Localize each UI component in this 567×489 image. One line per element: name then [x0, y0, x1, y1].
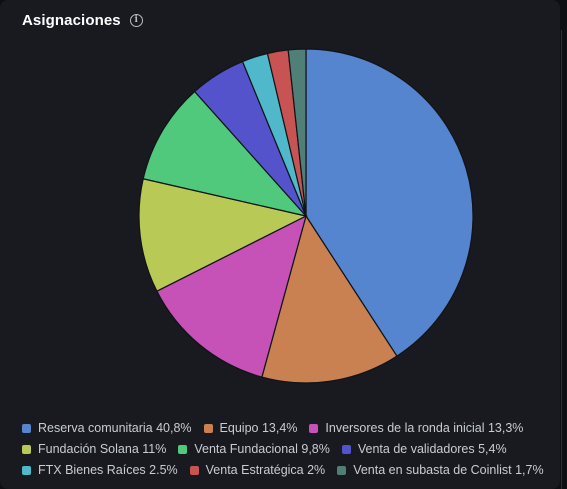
- legend-item-venta-fundacional[interactable]: Venta Fundacional 9,8%: [178, 442, 330, 456]
- pie-chart: [138, 48, 474, 384]
- legend-swatch: [203, 423, 213, 433]
- legend-swatch: [22, 423, 31, 433]
- legend-label: Venta Fundacional 9,8%: [194, 442, 330, 456]
- legend-item-inversores[interactable]: Inversores de la ronda inicial 13,3%: [309, 421, 523, 435]
- legend-label: Equipo 13,4%: [219, 421, 298, 435]
- legend-row: Reserva comunitaria 40,8% Equipo 13,4% I…: [22, 418, 562, 438]
- legend-label: Venta de validadores 5,4%: [357, 442, 507, 456]
- info-circle-icon[interactable]: i: [129, 14, 143, 27]
- legend-label: FTX Bienes Raíces 2.5%: [38, 463, 178, 477]
- legend-label: Inversores de la ronda inicial 13,3%: [325, 421, 524, 435]
- legend-swatch: [337, 465, 347, 475]
- pie-slice-4[interactable]: [142, 90, 308, 218]
- legend-row: FTX Bienes Raíces 2.5% Venta Estratégica…: [22, 460, 562, 480]
- legend-swatch: [309, 423, 319, 433]
- legend-swatch: [22, 465, 31, 475]
- legend-row: Fundación Solana 11% Venta Fundacional 9…: [22, 439, 562, 459]
- chart-legend: Reserva comunitaria 40,8% Equipo 13,4% I…: [22, 418, 562, 481]
- legend-item-ftx-bienes-raices[interactable]: FTX Bienes Raíces 2.5%: [22, 463, 178, 477]
- legend-swatch: [22, 444, 31, 454]
- pie-slice-1[interactable]: [261, 214, 398, 384]
- legend-item-venta-estrategica[interactable]: Venta Estratégica 2%: [189, 463, 326, 477]
- pie-slice-8[interactable]: [287, 48, 307, 217]
- legend-item-venta-coinlist[interactable]: Venta en subasta de Coinlist 1,7%: [337, 463, 544, 477]
- divider: [561, 30, 562, 489]
- legend-item-fundacion-solana[interactable]: Fundación Solana 11%: [22, 442, 166, 456]
- legend-item-equipo[interactable]: Equipo 13,4%: [203, 421, 298, 435]
- legend-swatch: [189, 465, 199, 475]
- legend-label: Fundación Solana 11%: [38, 442, 167, 456]
- legend-label: Reserva comunitaria 40,8%: [38, 421, 192, 435]
- card-header: Asignaciones i: [22, 12, 143, 29]
- legend-swatch: [341, 444, 351, 454]
- legend-swatch: [178, 444, 188, 454]
- legend-label: Venta en subasta de Coinlist 1,7%: [353, 463, 544, 477]
- chart-title: Asignaciones: [22, 12, 121, 29]
- legend-label: Venta Estratégica 2%: [205, 463, 326, 477]
- legend-item-venta-validadores[interactable]: Venta de validadores 5,4%: [341, 442, 507, 456]
- pie-slice-2[interactable]: [156, 214, 307, 378]
- page-edge: [560, 0, 567, 489]
- legend-item-reserva-comunitaria[interactable]: Reserva comunitaria 40,8%: [22, 421, 192, 435]
